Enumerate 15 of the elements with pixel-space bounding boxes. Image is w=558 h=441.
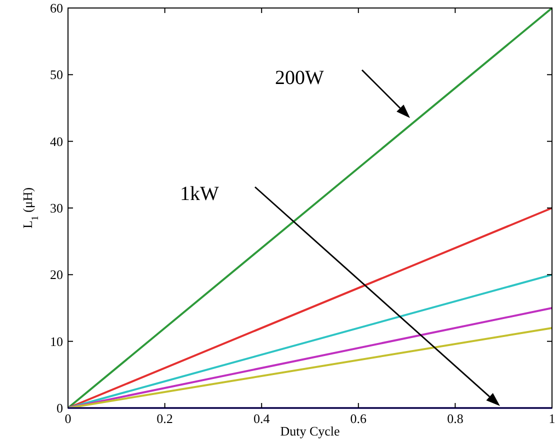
x-axis-title: Duty Cycle: [280, 424, 340, 439]
y-tick-label: 60: [50, 0, 63, 16]
y-tick-label: 30: [50, 200, 63, 216]
y-tick-label: 50: [50, 67, 63, 82]
annotation: 200W: [275, 67, 324, 89]
x-tick-label: 0.2: [156, 411, 173, 426]
y-tick-label: 40: [50, 134, 63, 149]
annotation: 1kW: [180, 183, 219, 205]
y-tick-label: 10: [50, 334, 63, 349]
x-tick-label: 0.8: [447, 411, 464, 426]
y-tick-label: 20: [50, 267, 63, 282]
x-tick-label: 0.6: [350, 411, 368, 426]
x-tick-label: 0.4: [253, 411, 270, 426]
x-tick-label: 1: [548, 411, 556, 426]
y-tick-label: 0: [56, 400, 63, 416]
